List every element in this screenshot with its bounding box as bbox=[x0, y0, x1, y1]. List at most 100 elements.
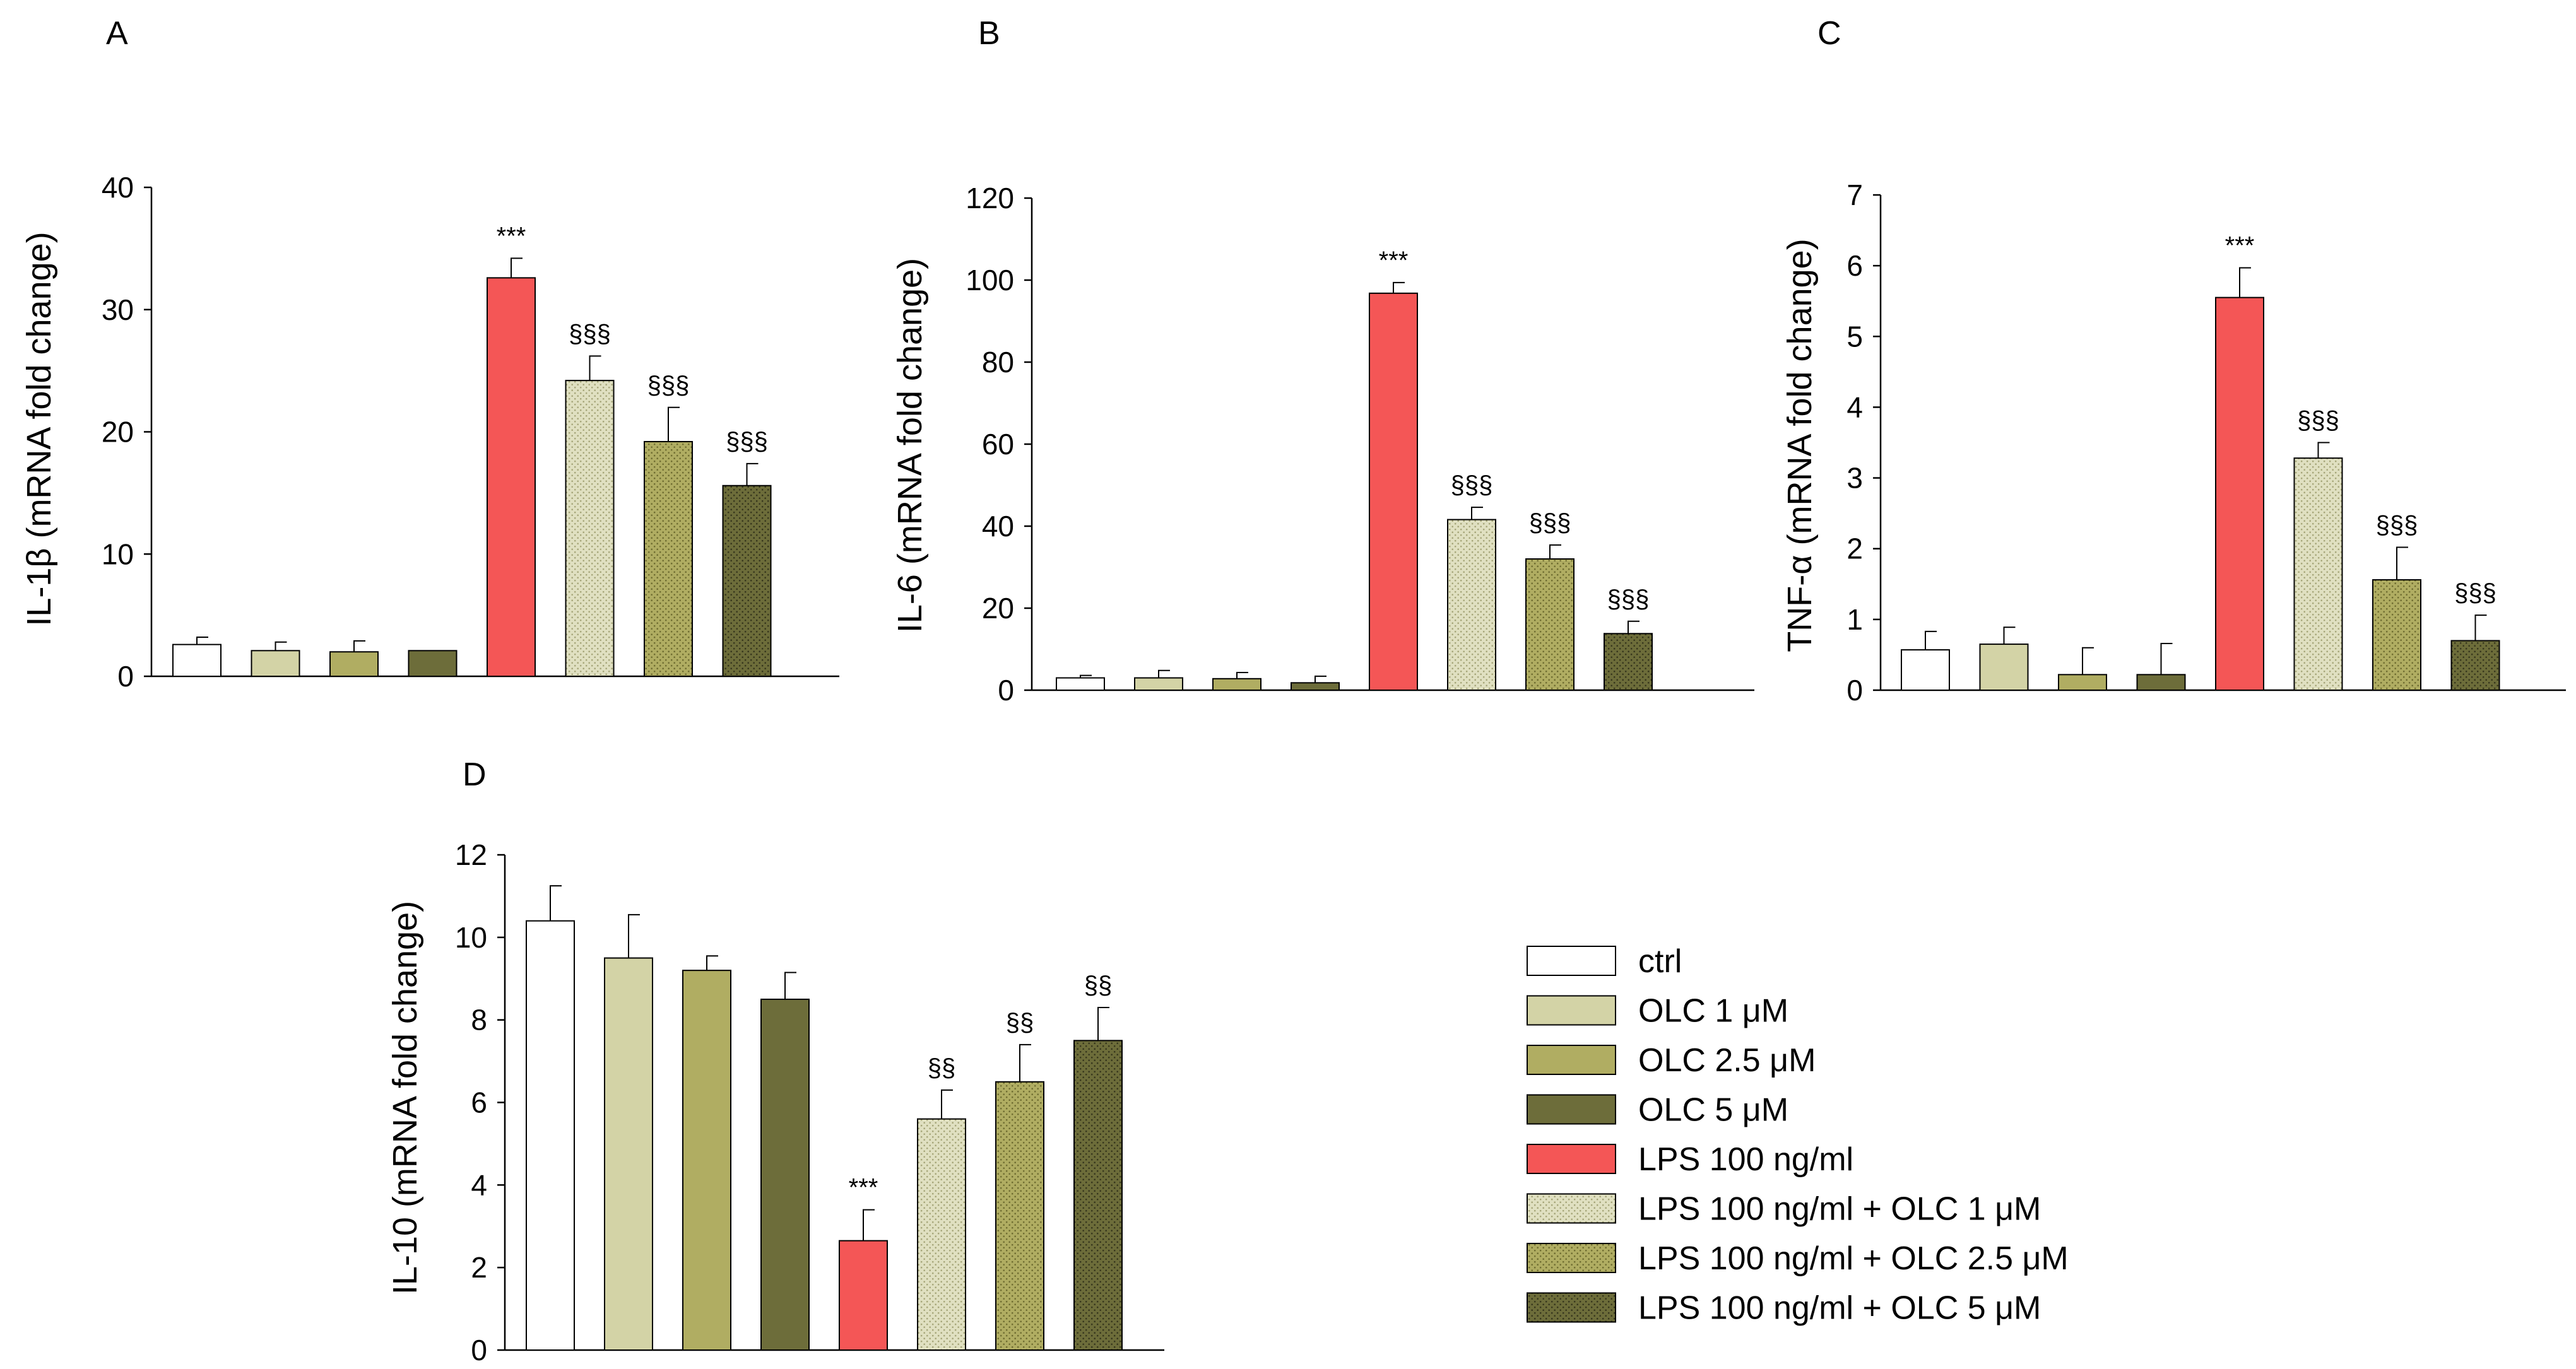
bar-a-4 bbox=[408, 650, 458, 677]
bar-a-7 bbox=[644, 441, 693, 677]
y-tick-label-a: 20 bbox=[102, 416, 134, 449]
legend-label-6: LPS 100 ng/ml + OLC 1 μM bbox=[1638, 1191, 2041, 1228]
significance-label-a-5: *** bbox=[497, 222, 526, 250]
bar-d-4 bbox=[760, 998, 810, 1351]
significance-label-c-6: §§§ bbox=[2297, 407, 2339, 435]
legend-swatch-6 bbox=[1527, 1193, 1616, 1224]
y-tick-label-c: 7 bbox=[1846, 179, 1863, 211]
bar-a-5 bbox=[487, 277, 536, 677]
y-tick-label-d: 2 bbox=[471, 1251, 487, 1284]
bar-c-1 bbox=[1901, 649, 1950, 691]
chart-panel-a: A IL-1β (mRNA fold change) 0 10 20 30 40 *** §… bbox=[20, 15, 839, 693]
legend-label-1: ctrl bbox=[1638, 943, 1682, 980]
chart-panel-b: B IL-6 (mRNA fold change) 0 20 40 60 80 100 12… bbox=[891, 15, 1754, 707]
bar-b-8 bbox=[1604, 633, 1653, 691]
bar-b-6 bbox=[1447, 519, 1496, 691]
y-tick-label-c: 2 bbox=[1846, 532, 1863, 565]
bar-b-2 bbox=[1134, 677, 1183, 691]
y-axis-title-b: IL-6 (mRNA fold change) bbox=[891, 258, 929, 633]
significance-label-c-7: §§§ bbox=[2376, 511, 2418, 539]
legend: ctrl OLC 1 μM OLC 2.5 μM OLC 5 μM LPS 100 ng… bbox=[1527, 943, 2069, 1327]
bar-c-2 bbox=[1979, 643, 2029, 691]
bar-d-7 bbox=[995, 1081, 1044, 1351]
y-tick-label-c: 0 bbox=[1846, 674, 1863, 707]
legend-swatch-8 bbox=[1527, 1292, 1616, 1323]
chart-panel-d: D IL-10 (mRNA fold change) 0 2 4 6 8 10 12 *** §… bbox=[386, 756, 1164, 1366]
y-tick-label-a: 30 bbox=[102, 293, 134, 326]
legend-label-8: LPS 100 ng/ml + OLC 5 μM bbox=[1638, 1290, 2041, 1327]
bar-a-6 bbox=[565, 380, 615, 677]
bar-b-7 bbox=[1525, 558, 1575, 691]
y-tick-label-d: 10 bbox=[455, 921, 487, 954]
y-tick-label-a: 40 bbox=[102, 171, 134, 204]
significance-label-b-5: *** bbox=[1379, 247, 1409, 274]
legend-swatch-5 bbox=[1527, 1144, 1616, 1174]
y-axis-title-c: TNF-α (mRNA fold change) bbox=[1781, 238, 1819, 652]
y-tick-label-c: 6 bbox=[1846, 249, 1863, 282]
y-tick-label-b: 100 bbox=[966, 264, 1014, 297]
legend-label-3: OLC 2.5 μM bbox=[1638, 1042, 1816, 1079]
y-tick-label-b: 20 bbox=[982, 592, 1014, 625]
significance-label-b-7: §§§ bbox=[1529, 509, 1571, 537]
significance-label-c-8: §§§ bbox=[2454, 579, 2496, 607]
legend-label-7: LPS 100 ng/ml + OLC 2.5 μM bbox=[1638, 1240, 2069, 1277]
significance-label-d-5: *** bbox=[849, 1174, 878, 1202]
bar-b-1 bbox=[1056, 677, 1105, 691]
bar-d-6 bbox=[917, 1118, 966, 1351]
significance-label-b-8: §§§ bbox=[1607, 585, 1650, 613]
legend-label-2: OLC 1 μM bbox=[1638, 993, 1788, 1030]
y-tick-label-d: 0 bbox=[471, 1334, 487, 1366]
legend-label-5: LPS 100 ng/ml bbox=[1638, 1141, 1853, 1178]
legend-swatch-7 bbox=[1527, 1243, 1616, 1273]
bar-c-7 bbox=[2372, 579, 2421, 691]
significance-label-a-8: §§§ bbox=[726, 428, 768, 455]
y-tick-label-d: 6 bbox=[471, 1086, 487, 1119]
bar-c-6 bbox=[2293, 457, 2343, 691]
bar-c-4 bbox=[2136, 674, 2186, 691]
bar-d-8 bbox=[1073, 1040, 1123, 1351]
panel-letter-c: C bbox=[1817, 15, 1841, 52]
legend-swatch-1 bbox=[1527, 946, 1616, 976]
legend-swatch-4 bbox=[1527, 1094, 1616, 1125]
bar-c-5 bbox=[2215, 297, 2264, 691]
panel-letter-d: D bbox=[463, 756, 487, 793]
y-tick-label-c: 3 bbox=[1846, 462, 1863, 495]
y-tick-label-d: 8 bbox=[471, 1004, 487, 1037]
significance-label-b-6: §§§ bbox=[1451, 471, 1493, 499]
y-tick-label-a: 0 bbox=[117, 660, 134, 693]
y-tick-label-c: 1 bbox=[1846, 603, 1863, 636]
bar-a-3 bbox=[329, 651, 379, 677]
y-tick-label-d: 12 bbox=[455, 838, 487, 871]
y-tick-label-c: 5 bbox=[1846, 320, 1863, 353]
bar-a-2 bbox=[251, 650, 300, 677]
bar-a-1 bbox=[172, 643, 222, 677]
significance-label-a-6: §§§ bbox=[569, 320, 611, 348]
panel-letter-a: A bbox=[106, 15, 128, 52]
bar-c-3 bbox=[2058, 674, 2107, 691]
chart-panel-c: C TNF-α (mRNA fold change) 0 1 2 3 4 5 6 7 *** §§… bbox=[1781, 15, 2566, 707]
y-tick-label-a: 10 bbox=[102, 538, 134, 570]
legend-swatch-2 bbox=[1527, 995, 1616, 1026]
y-tick-label-b: 80 bbox=[982, 346, 1014, 379]
panel-letter-b: B bbox=[978, 15, 1000, 52]
significance-label-c-5: *** bbox=[2225, 232, 2255, 260]
significance-label-d-8: §§ bbox=[1084, 972, 1113, 999]
bar-d-3 bbox=[682, 970, 731, 1351]
y-tick-label-b: 60 bbox=[982, 428, 1014, 461]
legend-label-4: OLC 5 μM bbox=[1638, 1092, 1788, 1129]
y-tick-label-d: 4 bbox=[471, 1168, 487, 1201]
bar-d-1 bbox=[526, 920, 575, 1351]
legend-swatch-3 bbox=[1527, 1045, 1616, 1075]
y-axis-title-a: IL-1β (mRNA fold change) bbox=[20, 232, 58, 626]
bar-a-8 bbox=[722, 485, 772, 677]
bar-b-4 bbox=[1291, 682, 1340, 691]
significance-label-d-7: §§ bbox=[1006, 1009, 1034, 1037]
y-tick-label-c: 4 bbox=[1846, 391, 1863, 423]
y-tick-label-b: 0 bbox=[998, 674, 1014, 707]
bar-b-3 bbox=[1212, 678, 1261, 691]
significance-label-d-6: §§ bbox=[928, 1054, 956, 1082]
y-axis-title-d: IL-10 (mRNA fold change) bbox=[386, 901, 424, 1295]
bar-d-5 bbox=[839, 1240, 888, 1351]
y-tick-label-b: 120 bbox=[966, 182, 1014, 214]
bar-c-8 bbox=[2450, 640, 2500, 691]
